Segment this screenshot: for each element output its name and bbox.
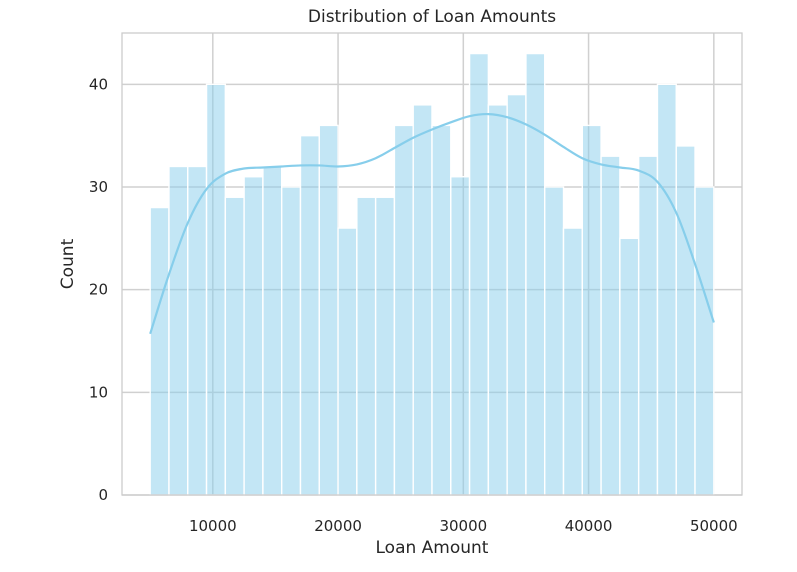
- histogram-bar: [525, 52, 546, 496]
- histogram-bar: [544, 186, 565, 496]
- histogram-bar: [431, 124, 452, 496]
- y-tick-label: 20: [89, 281, 108, 299]
- histogram-bar: [299, 134, 320, 496]
- x-tick-label: 20000: [314, 517, 362, 535]
- y-axis-label: Count: [58, 238, 78, 289]
- histogram-bar: [318, 124, 339, 496]
- y-tick-label: 40: [89, 75, 108, 93]
- histogram-bar: [656, 83, 677, 496]
- x-tick-label: 10000: [189, 517, 237, 535]
- x-tick-label: 50000: [690, 517, 738, 535]
- histogram-bar: [450, 176, 471, 496]
- histogram-bar: [243, 176, 264, 496]
- histogram-bar: [262, 165, 283, 496]
- histogram-bars: [149, 52, 715, 496]
- histogram-bar: [619, 237, 640, 496]
- histogram-bar: [149, 206, 170, 496]
- histogram-bar: [675, 145, 696, 496]
- chart-title: Distribution of Loan Amounts: [308, 7, 556, 27]
- histogram-bar: [374, 196, 396, 496]
- kde-curve: [149, 112, 715, 335]
- histogram-bar: [393, 124, 414, 496]
- histogram-bar: [487, 104, 508, 496]
- histogram-bar: [600, 155, 621, 496]
- histogram-bar: [205, 83, 227, 496]
- histogram-bar: [468, 52, 490, 496]
- x-tick-labels: 10000 20000 30000 40000 50000: [189, 517, 738, 535]
- x-axis-label: Loan Amount: [376, 538, 489, 558]
- y-tick-label: 10: [89, 383, 108, 401]
- plot-frame: [121, 32, 743, 496]
- y-tick-label: 0: [98, 486, 108, 504]
- x-tick-label: 30000: [439, 517, 487, 535]
- histogram-bar: [506, 93, 527, 496]
- y-tick-labels: 0 10 20 30 40: [89, 75, 108, 504]
- histogram-bar: [356, 196, 377, 496]
- histogram-bar: [224, 196, 245, 496]
- histogram-bar: [168, 165, 189, 496]
- x-tick-label: 40000: [565, 517, 613, 535]
- histogram-bar: [337, 227, 358, 496]
- histogram-bar: [412, 104, 433, 496]
- histogram-bar: [562, 227, 584, 496]
- histogram-bar: [694, 186, 715, 496]
- histogram-bar: [637, 155, 659, 496]
- y-tick-label: 30: [89, 178, 108, 196]
- histogram-bar: [280, 186, 302, 496]
- histogram-bar: [581, 124, 602, 496]
